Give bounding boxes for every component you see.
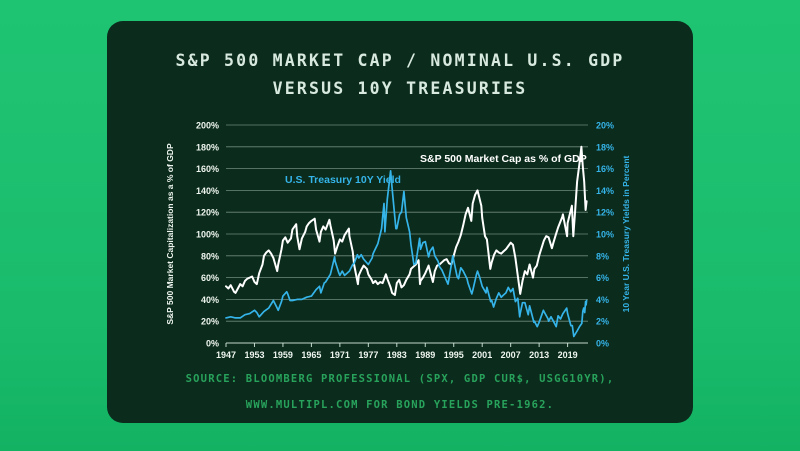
left-tick-label: 0% bbox=[206, 339, 219, 349]
right-tick-label: 20% bbox=[596, 121, 614, 131]
left-axis-title: S&P 500 Market Capitalization as a % of … bbox=[165, 143, 175, 325]
x-tick-label: 1995 bbox=[444, 350, 464, 360]
series-line-sp500 bbox=[225, 145, 588, 296]
x-tick-label: 2007 bbox=[501, 350, 521, 360]
left-tick-label: 200% bbox=[196, 121, 219, 131]
right-tick-label: 2% bbox=[596, 317, 609, 327]
left-tick-label: 40% bbox=[201, 295, 219, 305]
series-inline-label: U.S. Treasury 10Y Yield bbox=[285, 174, 401, 186]
chart-canvas: 0% 20% 40% 60% 80% 100% 120% 140% 160% 180% 200% 0%… bbox=[165, 121, 631, 361]
source-text: SOURCE: BLOOMBERG PROFESSIONAL (SPX, GDP… bbox=[107, 366, 693, 418]
left-tick-label: 100% bbox=[196, 230, 219, 240]
right-tick-label: 6% bbox=[596, 273, 609, 283]
x-tick-label: 2001 bbox=[472, 350, 492, 360]
x-tick-label: 1977 bbox=[358, 350, 378, 360]
right-tick-label: 14% bbox=[596, 186, 614, 196]
left-tick-label: 180% bbox=[196, 142, 219, 152]
series-line-treasury bbox=[225, 169, 588, 338]
left-tick-label: 160% bbox=[196, 164, 219, 174]
left-tick-label: 80% bbox=[201, 251, 219, 261]
chart-card: S&P 500 MARKET CAP / NOMINAL U.S. GDP VE… bbox=[107, 21, 693, 423]
source-line-1: SOURCE: BLOOMBERG PROFESSIONAL (SPX, GDP… bbox=[185, 373, 615, 385]
left-tick-label: 60% bbox=[201, 273, 219, 283]
x-tick-label: 2019 bbox=[558, 350, 578, 360]
right-tick-label: 12% bbox=[596, 208, 614, 218]
title-line-2: VERSUS 10Y TREASURIES bbox=[272, 79, 528, 98]
right-tick-label: 4% bbox=[596, 295, 609, 305]
x-tick-label: 1971 bbox=[330, 350, 350, 360]
right-tick-label: 18% bbox=[596, 142, 614, 152]
x-tick-label: 1947 bbox=[216, 350, 236, 360]
x-tick-label: 1953 bbox=[244, 350, 264, 360]
right-tick-label: 8% bbox=[596, 251, 609, 261]
x-tick-label: 1959 bbox=[273, 350, 293, 360]
right-tick-label: 0% bbox=[596, 339, 609, 349]
x-tick-label: 1989 bbox=[415, 350, 435, 360]
right-axis-title: 10 Year U.S. Treasury Yields in Percent bbox=[621, 155, 631, 312]
title-line-1: S&P 500 MARKET CAP / NOMINAL U.S. GDP bbox=[175, 51, 625, 70]
source-line-2: WWW.MULTIPL.COM FOR BOND YIELDS PRE-1962… bbox=[245, 399, 555, 411]
left-tick-label: 120% bbox=[196, 208, 219, 218]
left-tick-label: 20% bbox=[201, 317, 219, 327]
series-inline-label: S&P 500 Market Cap as % of GDP bbox=[420, 153, 587, 165]
right-tick-label: 10% bbox=[596, 230, 614, 240]
x-tick-label: 2013 bbox=[529, 350, 549, 360]
right-tick-label: 16% bbox=[596, 164, 614, 174]
x-tick-label: 1983 bbox=[387, 350, 407, 360]
x-tick-label: 1965 bbox=[301, 350, 321, 360]
page-title: S&P 500 MARKET CAP / NOMINAL U.S. GDP VE… bbox=[107, 47, 693, 103]
left-tick-label: 140% bbox=[196, 186, 219, 196]
